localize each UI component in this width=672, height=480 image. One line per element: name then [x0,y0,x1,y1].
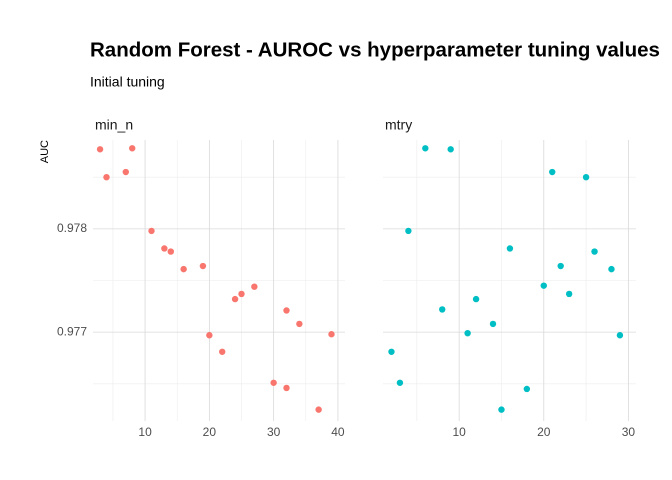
point [616,332,624,339]
point [464,329,471,337]
point [122,168,129,176]
point [388,348,395,355]
point [608,265,615,273]
x-tick-label: 30 [622,425,636,439]
point [506,245,514,252]
point [523,385,531,393]
point [238,290,245,298]
point [148,227,155,235]
point [405,227,412,235]
y-axis-label: AUC [39,140,51,163]
point [498,406,505,413]
facet-label: mtry [385,117,412,133]
point [296,320,303,328]
point [199,262,207,270]
point [283,307,290,314]
point [219,348,226,355]
x-tick-label: 10 [138,425,152,439]
point [129,145,136,152]
x-tick-label: 30 [267,425,281,439]
x-tick-label: 20 [203,425,217,439]
point [565,290,573,298]
point [447,146,454,153]
point [96,146,104,153]
point [206,332,213,339]
x-tick-label: 20 [537,425,551,439]
point [549,168,556,176]
point [270,379,277,386]
point [396,379,404,386]
y-tick-label: 0.977 [57,324,87,338]
chart-subtitle: Initial tuning [90,74,165,90]
y-tick-label: 0.978 [57,221,87,235]
point [315,406,322,413]
point [231,295,239,303]
point [422,145,429,152]
point [489,320,497,328]
point [591,248,598,255]
point [167,248,174,255]
point [439,306,446,313]
point [540,282,547,289]
point [180,265,187,273]
point [328,331,335,338]
point [472,295,480,303]
point [103,173,110,181]
point [557,262,564,270]
facet-label: min_n [95,117,133,133]
x-tick-label: 10 [452,425,466,439]
point [283,384,290,392]
point [582,173,590,181]
point [251,283,258,290]
x-tick-label: 40 [331,425,345,439]
point [161,245,168,252]
chart-title: Random Forest - AUROC vs hyperparameter … [90,38,660,61]
